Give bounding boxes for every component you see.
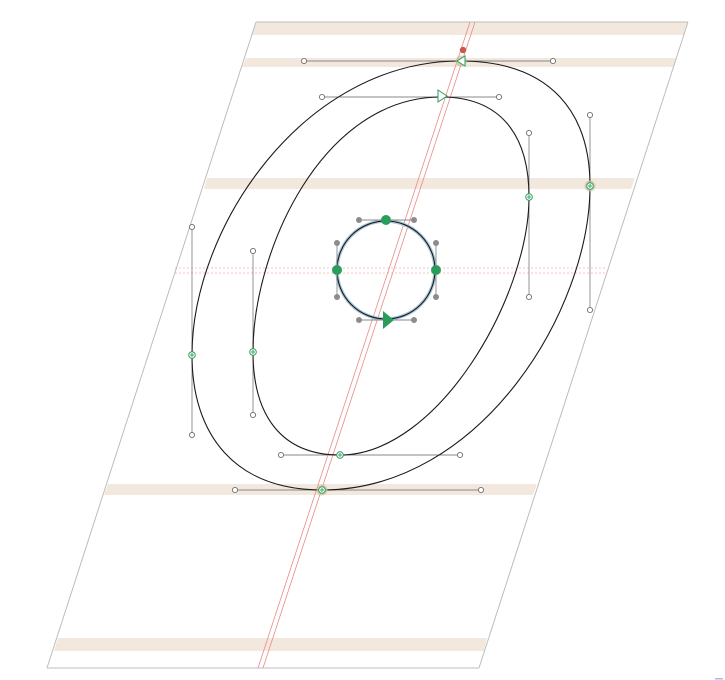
start-point-markers[interactable]: [437, 55, 467, 103]
on-curve-point[interactable]: [381, 215, 391, 225]
off-curve-point[interactable]: [249, 411, 257, 419]
off-curve-point[interactable]: [456, 451, 464, 459]
off-curve-point[interactable]: [188, 223, 196, 231]
triangle-start-icon[interactable]: [456, 55, 466, 67]
off-curve-point[interactable]: [433, 294, 439, 300]
guides: [175, 21, 606, 669]
handle-lines: [191, 60, 591, 491]
guide-slanted-1: [257, 21, 471, 669]
left-sidebearing-line: [46, 21, 257, 669]
off-curve-point[interactable]: [277, 451, 285, 459]
triangle-start-icon[interactable]: [437, 89, 448, 103]
direction-arrow-icon[interactable]: [383, 311, 394, 329]
off-curve-points[interactable]: [188, 57, 594, 494]
off-curve-point[interactable]: [586, 111, 594, 119]
off-curve-point[interactable]: [231, 486, 239, 494]
off-curve-point[interactable]: [411, 217, 417, 223]
off-curve-point[interactable]: [334, 240, 340, 246]
off-curve-point[interactable]: [356, 317, 362, 323]
off-curve-point[interactable]: [549, 57, 557, 65]
edge-marker: [715, 678, 723, 680]
right-sidebearing-line: [478, 21, 689, 669]
off-curve-point[interactable]: [318, 93, 326, 101]
off-curve-point[interactable]: [433, 240, 439, 246]
zone-ascender: [251, 22, 688, 35]
anchor-point[interactable]: [459, 46, 467, 54]
off-curve-point[interactable]: [525, 293, 533, 301]
outer-contour[interactable]: [191, 60, 591, 491]
on-curve-point[interactable]: [332, 265, 342, 275]
off-curve-point[interactable]: [300, 57, 308, 65]
off-curve-point[interactable]: [249, 247, 257, 255]
off-curve-point[interactable]: [356, 217, 362, 223]
zone-x-height: [204, 178, 635, 189]
off-curve-point[interactable]: [525, 129, 533, 137]
on-curve-points[interactable]: [188, 180, 596, 496]
on-curve-point[interactable]: [431, 265, 441, 275]
off-curve-point[interactable]: [188, 431, 196, 439]
off-curve-point[interactable]: [586, 306, 594, 314]
off-curve-point[interactable]: [411, 317, 417, 323]
selected-contour[interactable]: [332, 215, 441, 329]
off-curve-point[interactable]: [334, 294, 340, 300]
guide-slanted-2: [262, 21, 476, 669]
off-curve-point[interactable]: [477, 486, 485, 494]
inner-contour[interactable]: [252, 96, 530, 456]
off-curve-point[interactable]: [495, 93, 503, 101]
